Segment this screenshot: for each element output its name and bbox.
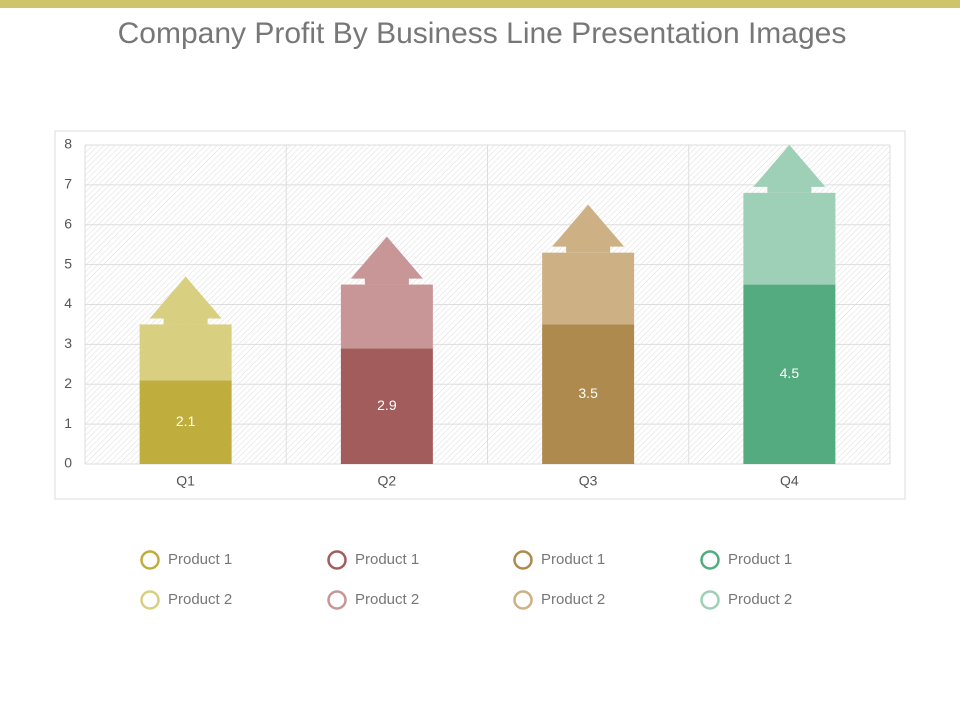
arrow-head: [753, 144, 826, 187]
bar-segment: [139, 324, 232, 381]
arrow-neck: [364, 276, 409, 285]
bar-segment: [340, 284, 433, 349]
data-label: 2.1: [176, 413, 196, 429]
x-tick-label: Q1: [176, 473, 195, 489]
legend-marker: [513, 590, 533, 610]
y-tick-label: 5: [64, 255, 72, 271]
y-tick-label: 7: [64, 176, 72, 192]
legend-label: Product 1: [355, 551, 419, 568]
chart-title: Company Profit By Business Line Presenta…: [118, 17, 847, 50]
legend-label: Product 2: [355, 591, 419, 608]
arrow-neck: [163, 316, 208, 325]
legend-marker: [140, 550, 160, 570]
x-tick-label: Q2: [378, 473, 397, 489]
bar-segment: [542, 324, 635, 464]
y-tick-label: 0: [64, 455, 72, 471]
y-tick-label: 6: [64, 215, 72, 231]
legend-label: Product 1: [541, 551, 605, 568]
legend-label: Product 1: [168, 551, 232, 568]
data-label: 4.5: [780, 365, 800, 381]
y-tick-label: 3: [64, 335, 72, 351]
arrow-head: [552, 204, 625, 247]
legend-marker: [327, 590, 347, 610]
legend-label: Product 1: [728, 551, 792, 568]
y-tick-label: 4: [64, 295, 72, 311]
bar-segment: [743, 192, 836, 285]
top-band: [0, 0, 960, 8]
legend-label: Product 2: [728, 591, 792, 608]
legend-marker: [140, 590, 160, 610]
x-tick-label: Q3: [579, 473, 598, 489]
arrow-neck: [767, 184, 812, 193]
data-label: 2.9: [377, 397, 397, 413]
x-tick-label: Q4: [780, 473, 799, 489]
y-tick-label: 1: [64, 415, 72, 431]
legend-marker: [513, 550, 533, 570]
arrow-head: [149, 276, 222, 319]
bar-segment: [743, 284, 836, 464]
bar-segment: [139, 380, 232, 464]
legend-marker: [327, 550, 347, 570]
legend-label: Product 2: [168, 591, 232, 608]
bar-segment: [340, 348, 433, 464]
legend-marker: [700, 590, 720, 610]
legend-marker: [700, 550, 720, 570]
y-tick-label: 8: [64, 136, 72, 152]
arrow-neck: [566, 244, 611, 253]
data-label: 3.5: [578, 385, 598, 401]
bar-segment: [542, 252, 635, 325]
arrow-head: [350, 236, 423, 279]
legend-label: Product 2: [541, 591, 605, 608]
y-tick-label: 2: [64, 375, 72, 391]
